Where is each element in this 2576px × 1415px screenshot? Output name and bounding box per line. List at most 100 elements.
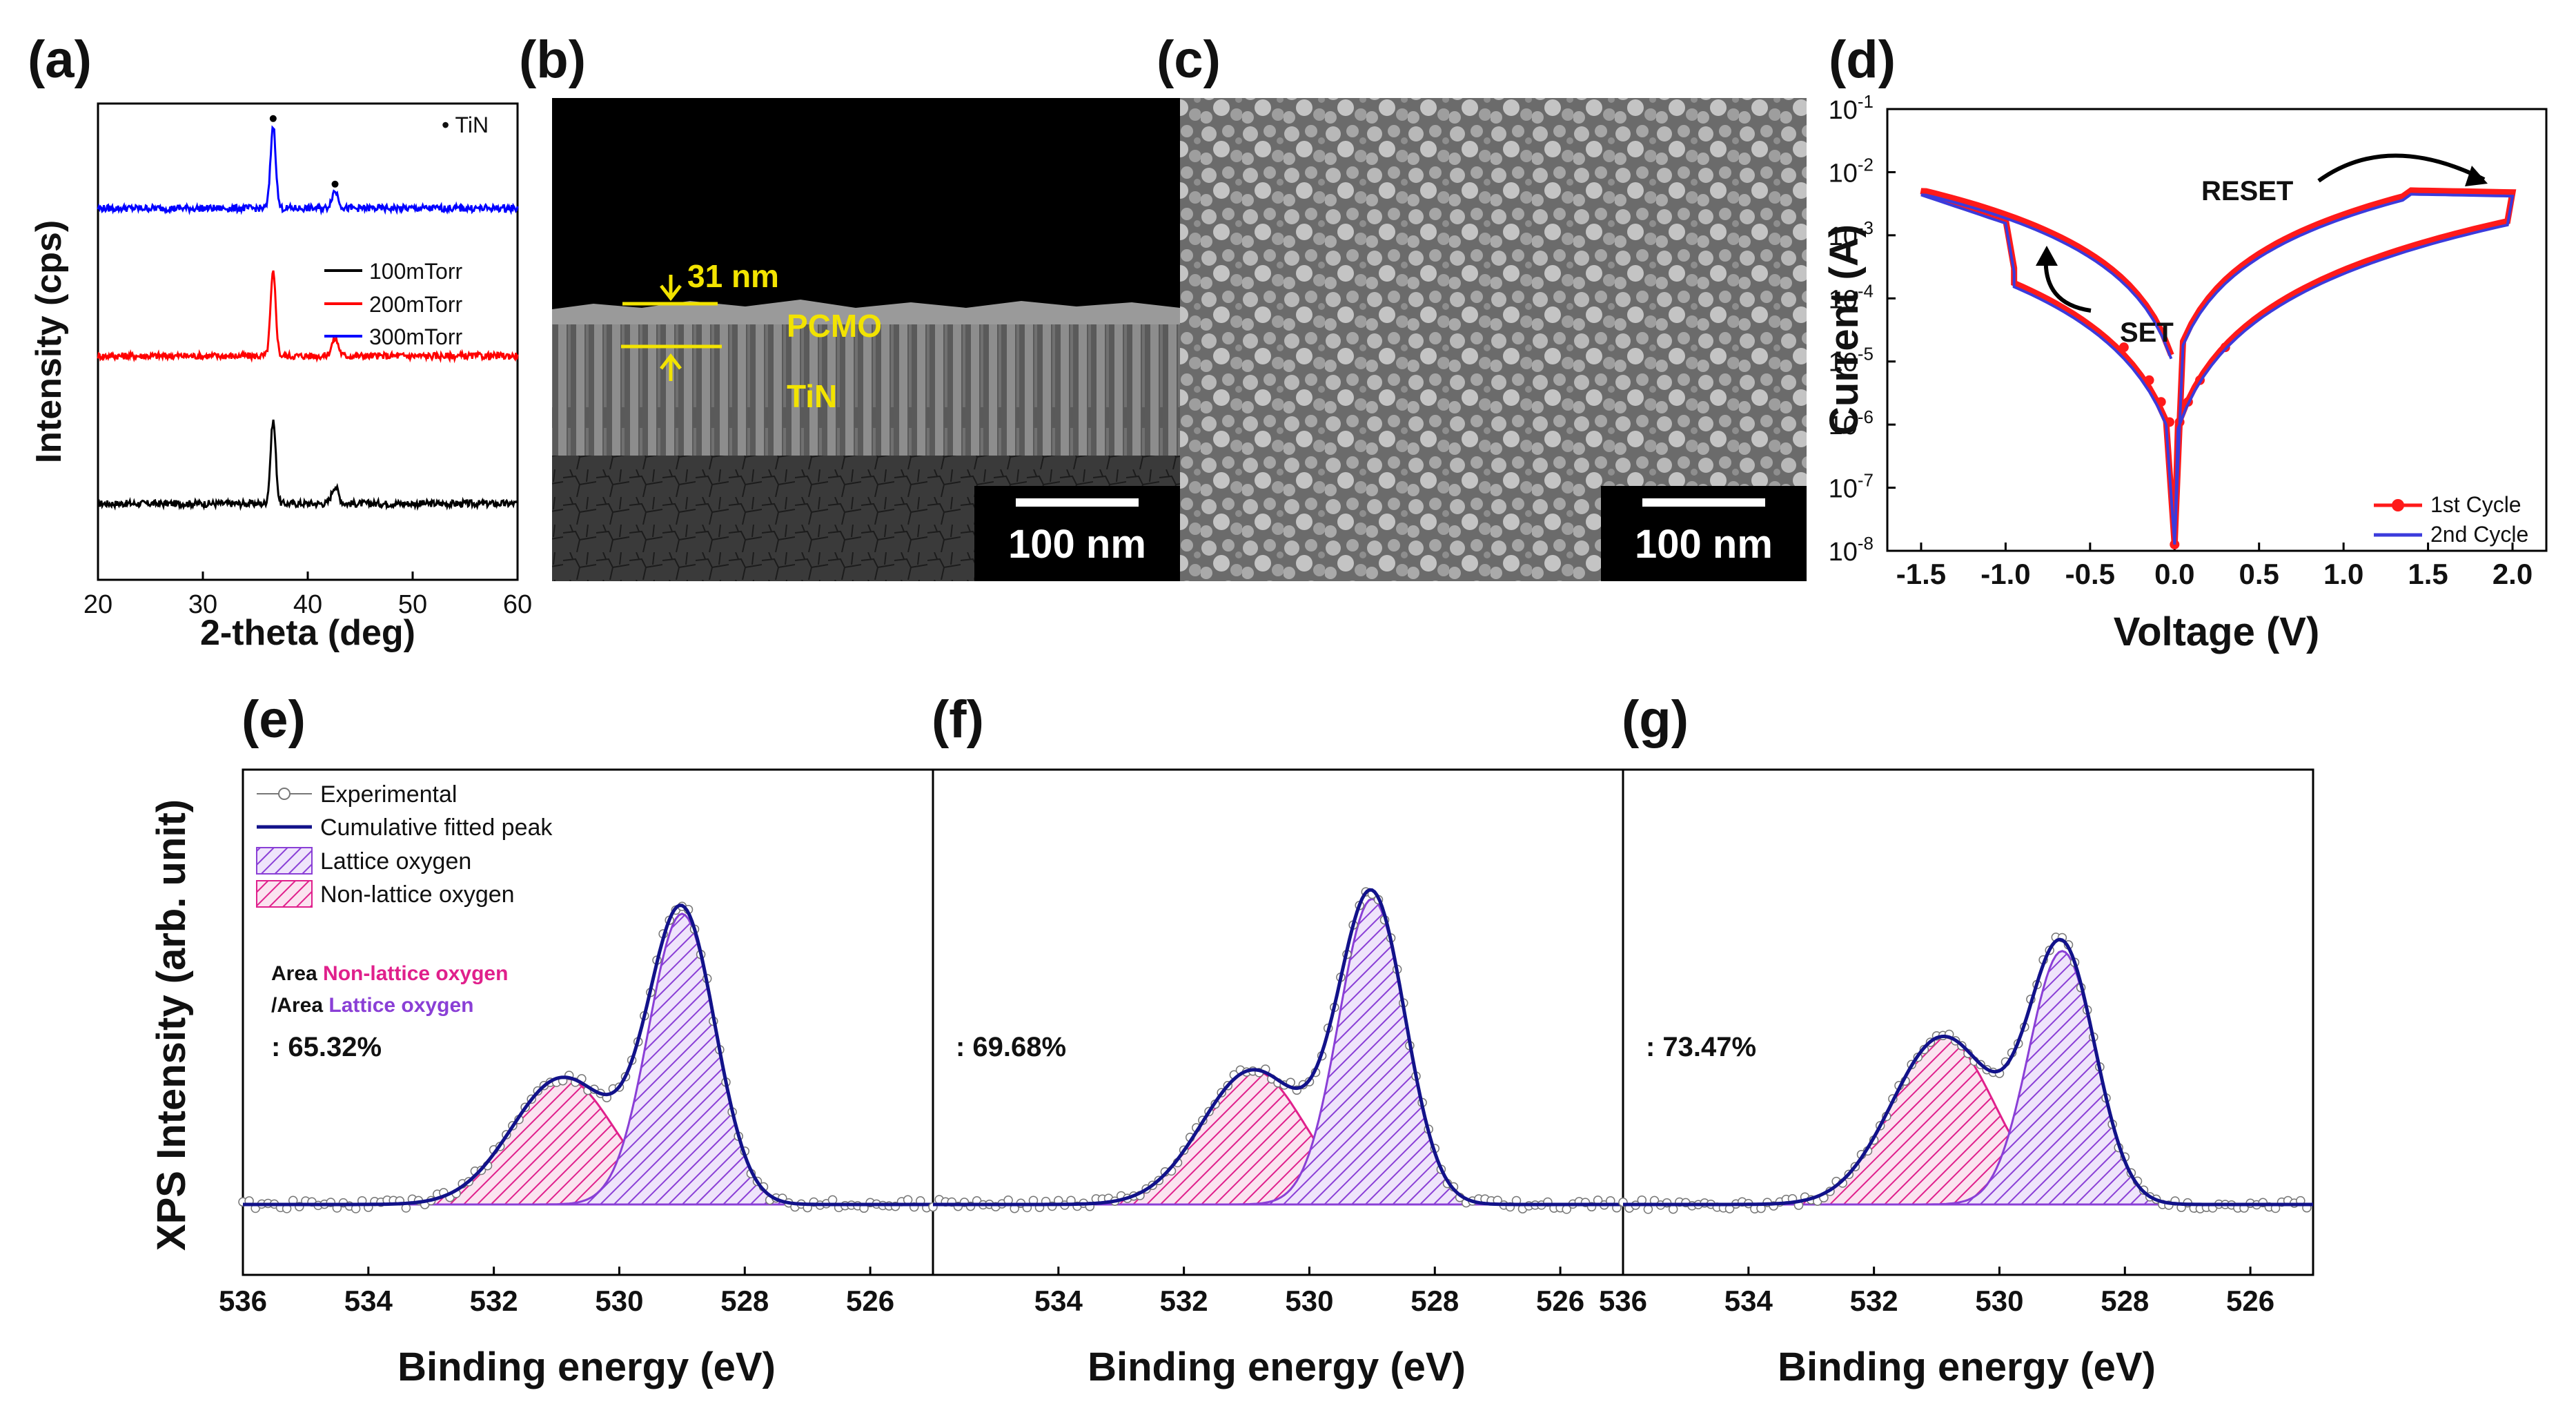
- x-tick-label-a: 30: [188, 590, 217, 619]
- xps-plot-f: [928, 887, 1623, 1214]
- panel-label-b: (b): [519, 30, 586, 89]
- x-axis-label-d: Voltage (V): [2114, 609, 2320, 654]
- xps-tick-label: 532: [1160, 1285, 1208, 1317]
- arrow-up-icon: [660, 353, 682, 381]
- tin-marker-label: • TiN: [442, 113, 489, 137]
- legend-label-nonlattice: Non-lattice oxygen: [320, 881, 515, 908]
- xps-tick-label: 530: [1285, 1285, 1333, 1317]
- panel-label-e: (e): [242, 690, 306, 749]
- iv-marker: [2144, 375, 2154, 385]
- xps-tick-label: 536: [219, 1285, 267, 1317]
- legend-label-2nd-cycle: 2nd Cycle: [2430, 522, 2528, 547]
- y-tick-label-d: 10-7: [1829, 470, 1874, 504]
- xps-frame: [242, 768, 2314, 1276]
- xps-tick-label: 526: [2226, 1285, 2274, 1317]
- reset-arrow: [2317, 153, 2486, 183]
- xps-tick-label: 534: [1724, 1285, 1773, 1317]
- set-arrow-head: [2036, 246, 2058, 266]
- y-tick-label-d: 10-5: [1829, 344, 1874, 378]
- xps-x-ticks: 536 534 532 530 528 526 534 532 530 528 526 536 534 5…: [219, 1267, 2274, 1317]
- x-axis-label-g: Binding energy (eV): [1778, 1345, 2156, 1389]
- legend-label-200mtorr: 200mTorr: [369, 292, 463, 317]
- legend-label-lattice: Lattice oxygen: [320, 848, 471, 875]
- iv-curves: [1920, 187, 2517, 549]
- area-nonlattice-term: Non-lattice oxygen: [323, 962, 508, 985]
- xps-tick-label: 530: [1975, 1285, 2023, 1317]
- cumulative-fit-line: [243, 904, 933, 1207]
- area-lattice-term: Lattice oxygen: [328, 994, 473, 1017]
- xps-tick-label: 534: [344, 1285, 393, 1317]
- xps-tick-label: 536: [1599, 1285, 1647, 1317]
- x-tick-label-d: 1.0: [2323, 558, 2363, 590]
- xps-tick-label: 530: [595, 1285, 643, 1317]
- x-tick-label-a: 50: [398, 590, 427, 619]
- arrow-down-icon: [660, 275, 682, 302]
- iv-marker: [2156, 397, 2166, 407]
- area-ratio-line2: /Area Lattice oxygen: [271, 994, 473, 1017]
- y-axis-label-xps: XPS Intensity (arb. unit): [149, 799, 194, 1251]
- panel-label-f: (f): [932, 690, 984, 749]
- panel-a: (a) 20 30 40 50 60 • TiN 100mTorr 200mTorr 3…: [28, 30, 532, 653]
- panel-c: (c) 100 nm: [1157, 30, 1807, 581]
- x-ticks-d: -1.5 -1.0 -0.5 0.0 0.5 1.0 1.5 2.0: [1896, 543, 2533, 590]
- xps-tick-label: 528: [2101, 1285, 2149, 1317]
- tin-columnar-layer: [552, 324, 1180, 456]
- legend-label-1st-cycle: 1st Cycle: [2430, 492, 2521, 517]
- y-tick-label-d: 10-1: [1829, 91, 1874, 125]
- cumulative-fit-line: [933, 888, 1623, 1207]
- legend-marker-experimental: [278, 788, 291, 800]
- experimental-point: [1643, 1204, 1653, 1214]
- panel-label-c: (c): [1157, 30, 1221, 89]
- panel-b: (b) 31 nm PCMO TiN 100 nm: [519, 30, 1180, 581]
- pcmo-label: PCMO: [787, 308, 882, 344]
- legend-label-100mtorr: 100mTorr: [369, 259, 463, 284]
- ratio-f: : 69.68%: [956, 1032, 1066, 1062]
- xps-tick-label: 528: [720, 1285, 769, 1317]
- nonlattice-peak: [933, 1069, 1623, 1206]
- x-axis-label-a: 2-theta (deg): [200, 613, 415, 653]
- y-axis-label-d: Current (A): [1822, 224, 1867, 436]
- area-prefix-1: Area: [271, 962, 323, 985]
- legend-swatch-nonlattice: [256, 880, 313, 908]
- x-tick-label-d: -1.5: [1896, 558, 1946, 590]
- tin-peak-marker: [331, 180, 339, 188]
- scale-bar-label-c: 100 nm: [1635, 522, 1773, 567]
- plot-frame-d: [1886, 108, 2548, 552]
- nonlattice-peak: [243, 1076, 933, 1206]
- x-axis-label-f: Binding energy (eV): [1088, 1345, 1466, 1389]
- xrd-line-100mTorr: [97, 419, 518, 511]
- x-tick-label-a: 20: [83, 590, 112, 619]
- iv-marker: [2118, 342, 2129, 353]
- legend-d: 1st Cycle 2nd Cycle: [2374, 492, 2528, 547]
- xps-plot-g: [1618, 933, 2313, 1214]
- y-tick-label-d: 10-2: [1829, 154, 1874, 188]
- xps-tick-label: 526: [1536, 1285, 1584, 1317]
- area-ratio-line1: Area Non-lattice oxygen: [271, 962, 508, 985]
- reset-arrow-head: [2465, 166, 2488, 186]
- xps-tick-label: 528: [1410, 1285, 1459, 1317]
- x-ticks-a: 20 30 40 50 60: [83, 572, 532, 619]
- xrd-line-200mTorr: [97, 270, 519, 364]
- area-prefix-2: /Area: [271, 994, 328, 1017]
- xps-tick-label: 534: [1034, 1285, 1083, 1317]
- legend-label-300mtorr: 300mTorr: [369, 324, 463, 349]
- reset-annotation: RESET: [2201, 176, 2293, 206]
- legend-a: 100mTorr 200mTorr 300mTorr: [324, 259, 463, 349]
- x-tick-label-d: -0.5: [2065, 558, 2115, 590]
- y-tick-label-d: 10-8: [1829, 533, 1874, 567]
- ratio-g: : 73.47%: [1646, 1032, 1756, 1062]
- y-axis-label-a: Intensity (cps): [29, 220, 69, 464]
- x-tick-label-a: 40: [293, 590, 322, 619]
- legend-swatch-lattice: [256, 847, 313, 875]
- cumulative-fit-line: [1623, 937, 2313, 1207]
- xps-tick-label: 526: [846, 1285, 894, 1317]
- legend-marker-1st-cycle: [2392, 499, 2404, 511]
- scale-bar-label-b: 100 nm: [1008, 522, 1146, 567]
- xrd-series-group: [97, 115, 519, 511]
- panel-label-a: (a): [28, 30, 92, 89]
- x-tick-label-d: 2.0: [2493, 558, 2533, 590]
- legend-e: Experimental Cumulative fitted peak Latt…: [256, 781, 553, 908]
- ratio-e: : 65.32%: [271, 1032, 382, 1062]
- panel-label-g: (g): [1622, 690, 1689, 749]
